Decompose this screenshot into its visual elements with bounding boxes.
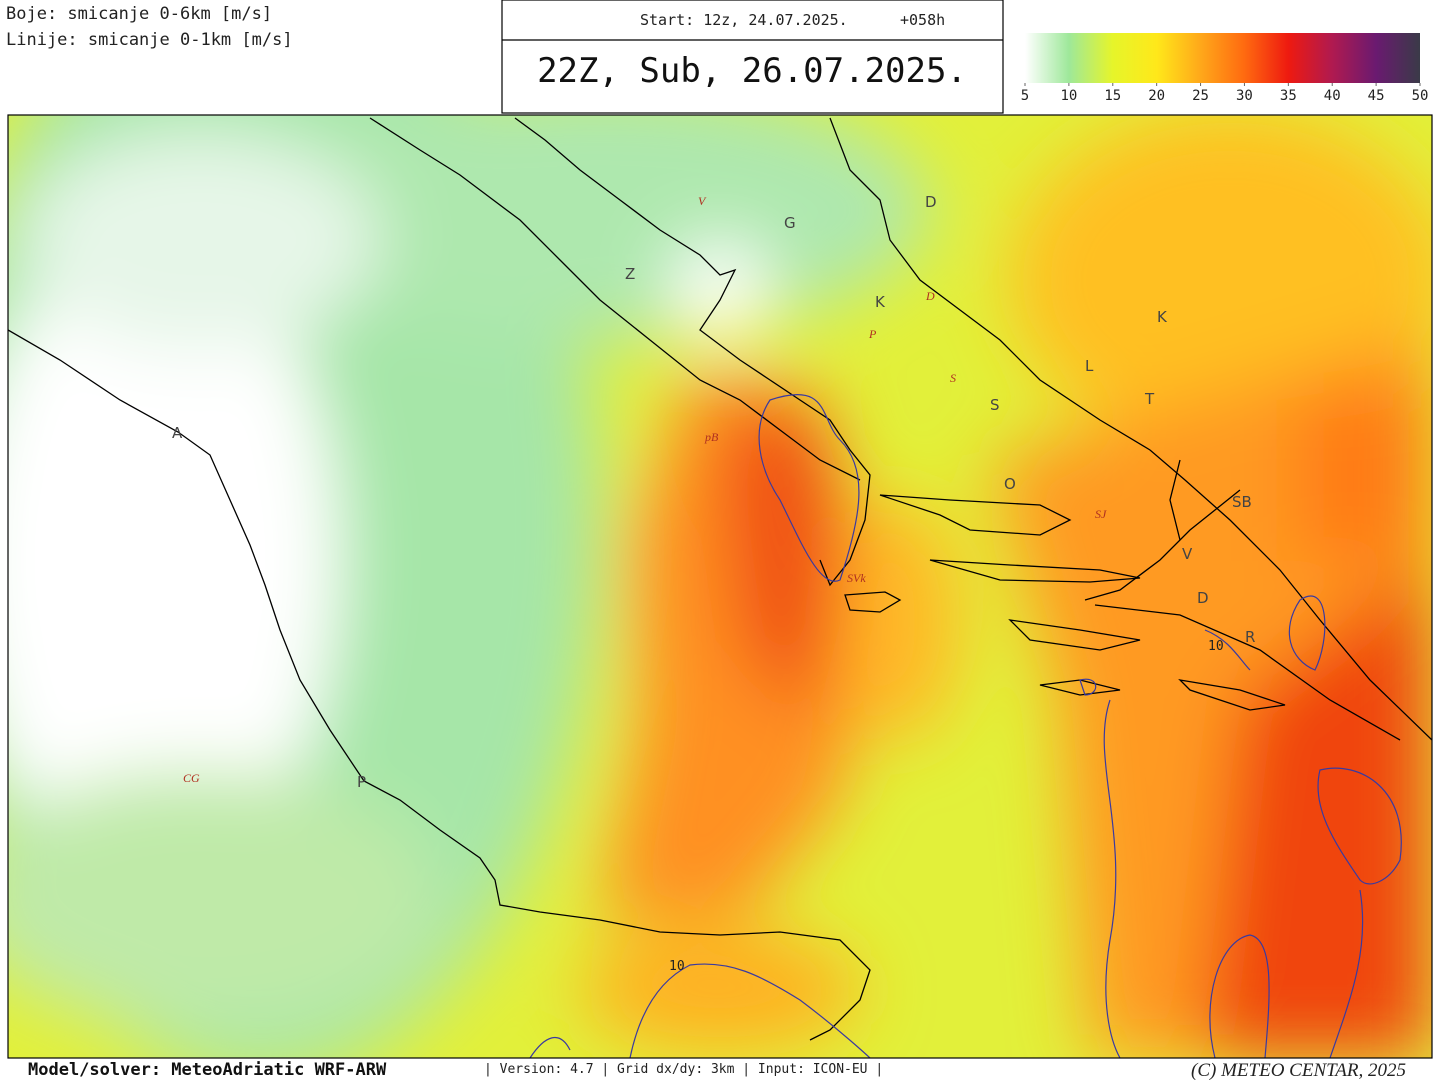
place-label: K [1157,308,1168,326]
map-frame [7,114,1433,1059]
colorbar-tick-label: 10 [1060,88,1077,104]
place-label: K [875,293,886,311]
coastlines [8,117,1432,1041]
title-box [501,0,1004,114]
place-label: A [172,424,183,442]
place-label: G [784,214,796,232]
place-label: pB [704,430,719,444]
colorbar-tick-label: 15 [1104,88,1121,104]
colorbar-tick-label: 45 [1368,88,1385,104]
colorbar-tick-label: 20 [1148,88,1165,104]
footer-model: Model/solver: MeteoAdriatic WRF-ARW [28,1060,387,1080]
place-label: O [1004,475,1016,493]
colorbar-tick-label: 25 [1192,88,1209,104]
footer-info: | Version: 4.7 | Grid dx/dy: 3km | Input… [484,1062,883,1077]
place-label: D [925,289,935,303]
colorbar-tick-label: 5 [1021,88,1029,104]
place-label: CG [183,771,200,785]
place-label: S [990,396,1000,414]
place-label: SB [1232,493,1252,511]
colorbar-tick-label: 35 [1280,88,1297,104]
place-label: P [357,773,366,791]
place-label: D [1197,589,1209,607]
run-start: Start: 12z, 24.07.2025. [640,11,848,29]
lead-time: +058h [900,11,945,29]
place-label: SVk [847,571,866,585]
place-label: SJ [1095,507,1107,521]
place-label: T [1144,390,1155,408]
place-label: D [925,193,937,211]
place-label: S [950,371,956,385]
colorbar-tick-label: 30 [1236,88,1253,104]
place-label: Z [625,265,635,283]
contour-label: 10 [1208,639,1224,654]
contours [529,394,1402,1058]
footer-copyright: (C) METEO CENTAR, 2025 [1191,1060,1406,1080]
legend-text: Boje: smicanje 0-6km [m/s] [6,4,272,24]
place-label: L [1085,357,1094,375]
place-label: V [1182,545,1193,563]
place-labels: V G D Z K D P K L S S T pB O SB SJ V SVk… [172,193,1255,974]
colorbar-ticks: 5 10 15 20 25 30 35 40 45 50 [1021,83,1429,104]
place-label: P [868,327,877,341]
legend-text: Linije: smicanje 0-1km [m/s] [6,30,293,50]
colorbar-tick-label: 50 [1412,88,1429,104]
colorbar-tick-label: 40 [1324,88,1341,104]
valid-time: 22Z, Sub, 26.07.2025. [537,51,967,91]
place-label: R [1245,628,1255,646]
place-label: V [698,194,707,208]
colorbar [1025,33,1420,83]
contour-label: 10 [669,959,685,974]
